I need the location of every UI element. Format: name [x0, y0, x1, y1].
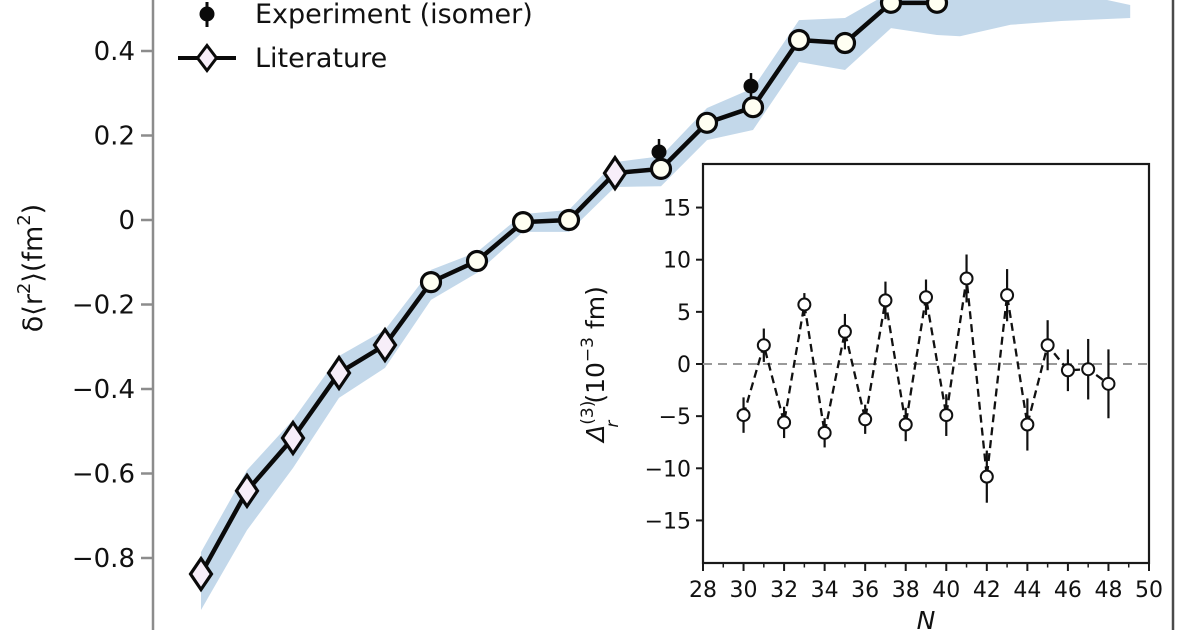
inset-data-point	[898, 417, 913, 432]
inset-data-point	[756, 338, 771, 353]
y-tick-label: −0.4	[72, 375, 135, 405]
experiment-circle-point	[925, 0, 949, 14]
y-tick-label: −0.6	[72, 460, 135, 490]
inset-x-tick-label: 42	[973, 578, 1001, 603]
inset-data-point	[837, 324, 852, 339]
inset-x-tick-label: 28	[689, 578, 717, 603]
legend: Experiment (isomer) Literature	[178, 0, 533, 74]
inset-data-point	[777, 415, 792, 430]
inset-x-tick-label: 48	[1094, 578, 1122, 603]
inset-data-point	[878, 293, 893, 308]
inset-y-tick-label: 10	[663, 249, 691, 274]
inset-data-point	[1000, 288, 1015, 303]
legend-label-literature: Literature	[255, 43, 387, 74]
inset-y-axis-label: Δ(3) r(10−3 fm)	[578, 286, 623, 444]
literature-diamond-point	[280, 419, 306, 457]
experiment-circle-point	[787, 28, 811, 52]
legend-item-literature: Literature	[178, 43, 387, 74]
inset-plot: 28 30 32 34 36 38 40 42 44 46 48 50151050−5−10−15NΔ…	[578, 162, 1163, 630]
inset-data-point	[979, 469, 994, 484]
experiment-circle-point	[465, 249, 489, 273]
inset-x-tick-label: 32	[770, 578, 798, 603]
literature-diamond-point	[188, 555, 214, 593]
inset-data-point	[736, 408, 751, 423]
literature-diamond-point	[326, 354, 352, 392]
experiment-circle-point	[695, 111, 719, 134]
y-tick-label: 0.2	[94, 122, 135, 152]
experiment-circle-point	[419, 271, 443, 294]
inset-x-tick-label: 34	[811, 578, 839, 603]
inset-y-tick-label: 5	[677, 301, 691, 326]
inset-x-tick-label: 46	[1054, 578, 1082, 603]
legend-label-experiment-isomer: Experiment (isomer)	[255, 0, 533, 30]
inset-data-point	[939, 408, 954, 423]
inset-y-tick-label: −5	[659, 405, 691, 430]
inset-y-tick-label: −10	[645, 457, 691, 482]
experiment-circle-point	[511, 211, 535, 234]
y-tick-label: 0	[118, 206, 135, 236]
legend-item-isomer: Experiment (isomer)	[199, 0, 533, 30]
inset-x-tick-label: 38	[892, 578, 920, 603]
inset-x-tick-label: 36	[851, 578, 879, 603]
inset-y-tick-label: 15	[663, 197, 691, 222]
filled-circle-icon	[199, 6, 215, 22]
main-series-group	[188, 0, 949, 593]
main-y-axis-label: δ⟨r2⟩(fm2)	[14, 204, 49, 332]
inset-x-axis-label: N	[917, 606, 936, 630]
inset-data-point	[959, 271, 974, 286]
inset-y-tick-label: −15	[645, 509, 691, 534]
y-tick-label: −0.2	[72, 291, 135, 321]
inset-data-point	[797, 297, 812, 312]
literature-diamond-point	[602, 154, 628, 192]
inset-x-tick-label: 50	[1135, 578, 1163, 603]
y-tick-label: 0.4	[94, 37, 135, 67]
open-diamond-icon	[195, 43, 219, 73]
experiment-circle-point	[649, 157, 673, 180]
inset-data-point	[1040, 338, 1055, 353]
inset-data-point	[919, 290, 933, 305]
inset-data-point	[858, 412, 873, 427]
inset-data-point	[817, 425, 832, 440]
inset-frame	[701, 162, 1151, 565]
literature-diamond-point	[372, 326, 398, 364]
isomer-point	[651, 144, 667, 160]
inset-y-tick-label: 0	[677, 353, 691, 378]
inset-x-tick-label: 30	[730, 578, 758, 603]
y-tick-label: −0.8	[72, 544, 135, 574]
experiment-circle-point	[879, 0, 903, 14]
inset-x-tick-label: 40	[932, 578, 960, 603]
inset-data-point	[1081, 362, 1096, 377]
inset-data-point	[1020, 417, 1035, 432]
experiment-circle-point	[557, 208, 581, 232]
inset-x-tick-label: 44	[1013, 578, 1041, 603]
inset-data-point	[1060, 363, 1075, 378]
main-axes-group: 0.4 0.2 0 −0.2 −0.4 −0.6 −0.8 δ⟨r2⟩(fm2)	[14, 0, 1175, 630]
experiment-circle-point	[833, 31, 857, 55]
experiment-circle-point	[741, 96, 765, 119]
inset-data-point	[1101, 376, 1116, 391]
isomer-point	[743, 78, 759, 94]
literature-diamond-point	[234, 472, 260, 510]
